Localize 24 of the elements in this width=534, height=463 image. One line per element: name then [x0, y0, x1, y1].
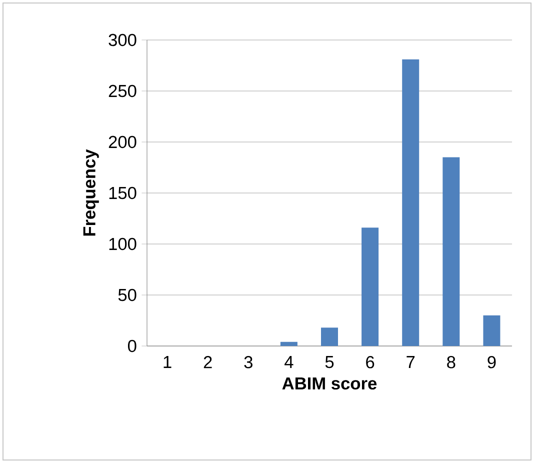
- x-tick-label: 4: [284, 356, 294, 368]
- x-axis-title: ABIM score: [282, 377, 377, 390]
- x-tick-label: 3: [244, 356, 252, 368]
- y-tick-label: 50: [118, 288, 136, 302]
- y-axis-title: Frequency: [83, 149, 99, 236]
- y-tick-label: 200: [108, 136, 136, 148]
- x-tick-label: 2: [204, 356, 212, 368]
- bar: [280, 342, 298, 346]
- x-tick-label: 6: [366, 356, 374, 368]
- bar: [442, 157, 460, 346]
- bar: [321, 328, 338, 346]
- y-tick-label: 150: [109, 186, 136, 200]
- y-tick-label: 300: [108, 34, 136, 46]
- x-tick-label: 8: [447, 356, 456, 368]
- bar: [483, 315, 500, 346]
- y-tick-label: 250: [108, 84, 136, 98]
- y-tick-label: 100: [109, 238, 136, 250]
- x-tick-label: 5: [325, 356, 334, 368]
- bar: [402, 59, 420, 346]
- x-tick-label: 9: [488, 356, 496, 368]
- y-tick-label: 0: [128, 340, 136, 352]
- x-tick-label: 7: [406, 356, 415, 368]
- bar: [362, 228, 379, 346]
- x-tick-label: 1: [164, 356, 172, 368]
